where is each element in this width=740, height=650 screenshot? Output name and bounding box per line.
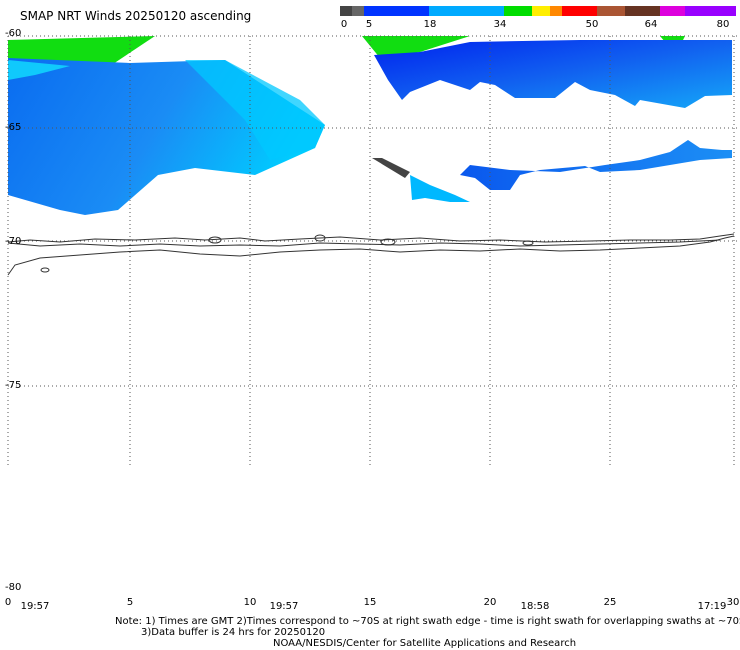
wind-swath-right-top [362, 36, 732, 108]
colorbar-label-18: 18 [423, 19, 437, 30]
colorbar-label-80: 80 [716, 19, 730, 30]
note-line-1: Note: 1) Times are GMT 2)Times correspon… [115, 616, 740, 627]
map-title: SMAP NRT Winds 20250120 ascending [20, 9, 252, 23]
colorbar-segment [504, 6, 532, 16]
lat-label: -70 [5, 236, 22, 247]
note-line-2: 3)Data buffer is 24 hrs for 20250120 [141, 627, 326, 638]
colorbar-labels: 0 5 18 34 50 64 80 [340, 19, 736, 31]
colorbar-segment [550, 6, 562, 16]
colorbar-label-5: 5 [365, 19, 373, 30]
swath-time: 18:58 [520, 601, 550, 612]
lat-label: -60 [5, 28, 22, 39]
colorbar-segment [352, 6, 364, 16]
colorbar-segment [660, 6, 685, 16]
colorbar-segment [429, 6, 504, 16]
lon-label: 5 [126, 597, 134, 608]
wind-swath-left [8, 36, 325, 215]
colorbar-segment [340, 6, 352, 16]
lat-label: -75 [5, 380, 22, 391]
credit-line: NOAA/NESDIS/Center for Satellite Applica… [273, 638, 577, 649]
colorbar-segment [364, 6, 429, 16]
colorbar-label-0: 0 [340, 19, 348, 30]
wind-speed-colorbar [340, 6, 736, 16]
lat-label: -80 [5, 582, 22, 593]
colorbar-segment [597, 6, 625, 16]
colorbar-segment [685, 6, 736, 16]
swath-time: 19:57 [20, 601, 50, 612]
lon-label: 10 [243, 597, 257, 608]
lon-label: 30 [726, 597, 740, 608]
lon-label: 0 [4, 597, 12, 608]
lat-label: -65 [5, 122, 22, 133]
colorbar-label-50: 50 [585, 19, 599, 30]
lon-label: 20 [483, 597, 497, 608]
lon-label: 15 [363, 597, 377, 608]
swath-time: 19:57 [269, 601, 299, 612]
colorbar-segment [532, 6, 550, 16]
colorbar-label-64: 64 [644, 19, 658, 30]
wind-swath-right-bottom [372, 140, 732, 202]
lon-label: 25 [603, 597, 617, 608]
colorbar-segment [625, 6, 660, 16]
colorbar-segment [562, 6, 597, 16]
swath-time: 17:19 [697, 601, 727, 612]
antarctic-coastline [7, 233, 735, 276]
colorbar-label-34: 34 [493, 19, 507, 30]
